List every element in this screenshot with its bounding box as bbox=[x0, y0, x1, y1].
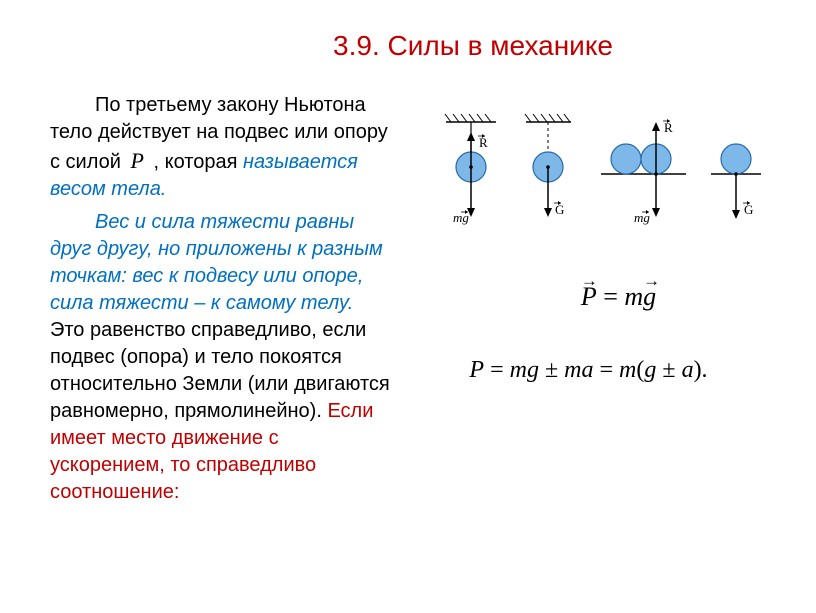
svg-text:R: R bbox=[664, 120, 673, 135]
f-eq: = bbox=[603, 282, 624, 311]
formula-p-mg-ma: P = mg ± ma = m(g ± a). bbox=[411, 357, 766, 384]
p1-P: P bbox=[126, 148, 147, 173]
section-title: 3.9. Силы в механике bbox=[180, 30, 766, 62]
paragraph-2: Вес и сила тяжести равны друг другу, но … bbox=[50, 209, 391, 506]
formula-p-mg: P = mg bbox=[471, 282, 766, 312]
title-text: 3.9. Силы в механике bbox=[333, 30, 613, 61]
content-row: По третьему закону Ньютона тело действуе… bbox=[50, 92, 766, 512]
text-column: По третьему закону Ньютона тело действуе… bbox=[50, 92, 391, 512]
diagrams: R mg G bbox=[441, 112, 766, 232]
vec-g: g bbox=[643, 282, 656, 312]
paragraph-1: По третьему закону Ньютона тело действуе… bbox=[50, 92, 391, 203]
p1-t2: , которая bbox=[154, 151, 243, 173]
f-m: m bbox=[624, 282, 643, 311]
diagram-ceiling-g: G bbox=[521, 112, 576, 232]
diagram-column: R mg G bbox=[411, 92, 766, 512]
p2-blue: Вес и сила тяжести равны друг другу, но … bbox=[50, 211, 383, 314]
diagram-surface-rmg: R mg bbox=[596, 112, 691, 232]
diagram-hanging-ball: R mg bbox=[441, 112, 501, 232]
svg-text:G: G bbox=[744, 202, 753, 217]
vec-P: P bbox=[581, 282, 597, 312]
svg-text:G: G bbox=[555, 202, 564, 217]
svg-text:R: R bbox=[479, 135, 488, 150]
diagram-surface-g: G bbox=[711, 112, 766, 232]
